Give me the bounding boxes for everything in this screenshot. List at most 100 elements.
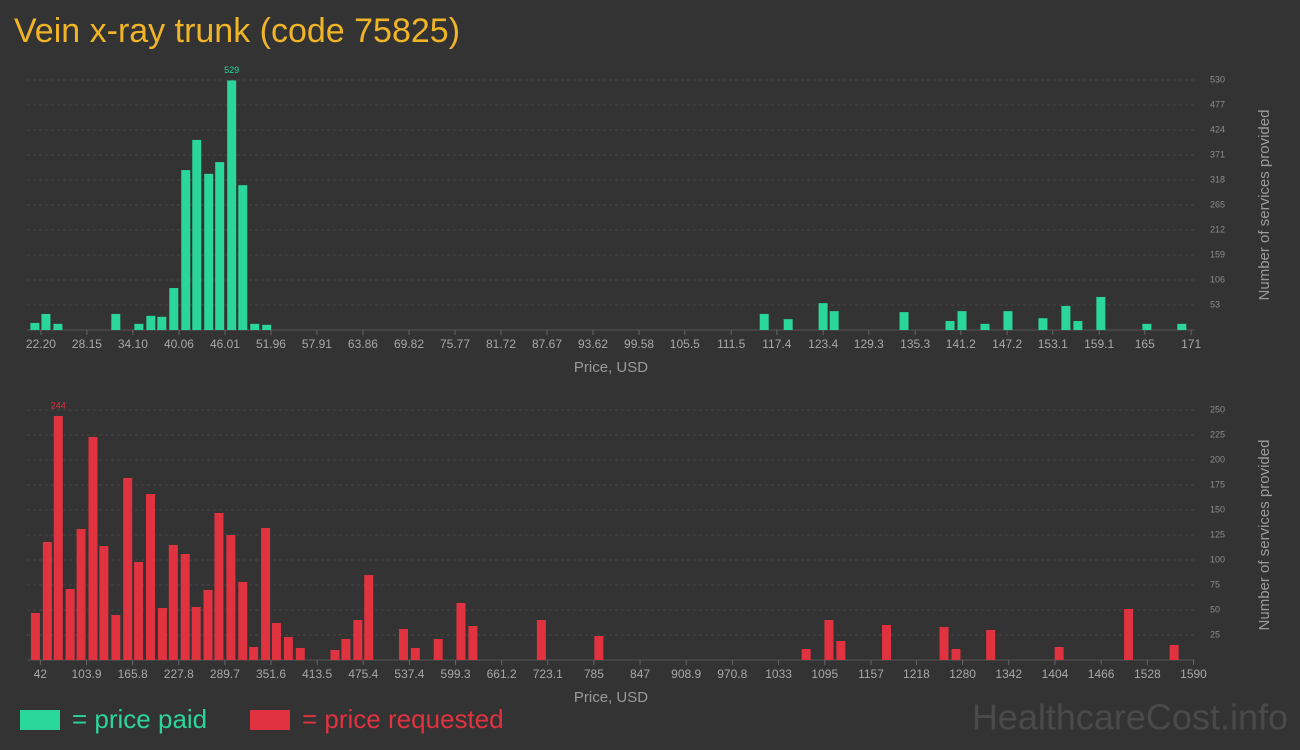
bar [41, 313, 51, 330]
peak-label: 244 [51, 400, 66, 410]
bar [227, 80, 237, 330]
x-tick-label: 1280 [949, 667, 976, 681]
bar [53, 323, 63, 330]
y-tick-label: 225 [1210, 429, 1225, 439]
y-tick-label: 477 [1210, 99, 1225, 109]
x-tick-label: 1590 [1180, 667, 1207, 681]
x-tick-label: 93.62 [578, 337, 608, 351]
bar [410, 648, 420, 660]
y-tick-label: 318 [1210, 174, 1225, 184]
bar [134, 562, 144, 660]
legend-swatch [20, 710, 60, 730]
x-tick-label: 970.8 [717, 667, 747, 681]
bar [180, 554, 190, 660]
bar [759, 313, 769, 330]
bar [1054, 647, 1064, 660]
bar [594, 636, 604, 660]
x-tick-label: 135.3 [900, 337, 930, 351]
y-tick-label: 100 [1210, 554, 1225, 564]
bar [168, 545, 178, 660]
y-tick-label: 371 [1210, 149, 1225, 159]
x-tick-label: 87.67 [532, 337, 562, 351]
x-tick-label: 413.5 [302, 667, 332, 681]
y-tick-label: 200 [1210, 454, 1225, 464]
bar [330, 650, 340, 660]
bar [536, 620, 546, 660]
y-tick-label: 175 [1210, 479, 1225, 489]
bar [1061, 305, 1071, 330]
bar [146, 315, 156, 330]
x-tick-label: 1095 [811, 667, 838, 681]
bar [215, 162, 225, 330]
y-tick-label: 250 [1210, 404, 1225, 414]
watermark: HealthcareCost.info [972, 697, 1288, 738]
bar [250, 323, 260, 330]
bar [398, 629, 408, 660]
bar [271, 623, 281, 660]
y-tick-label: 125 [1210, 529, 1225, 539]
x-tick-label: 165 [1135, 337, 1155, 351]
bar [42, 542, 52, 660]
x-tick-label: 22.20 [26, 337, 56, 351]
x-tick-label: 661.2 [487, 667, 517, 681]
bar [111, 615, 121, 660]
bar [203, 590, 213, 660]
legend-swatch [250, 710, 290, 730]
bar [1124, 609, 1134, 660]
bar [951, 649, 961, 660]
bar [818, 303, 828, 330]
bar [986, 630, 996, 660]
x-tick-label: 1342 [995, 667, 1022, 681]
bar [249, 647, 259, 660]
x-tick-label: 785 [584, 667, 604, 681]
bar [181, 170, 191, 330]
x-tick-label: 51.96 [256, 337, 286, 351]
bar [456, 603, 466, 660]
bar [192, 139, 202, 330]
x-tick-label: 599.3 [441, 667, 471, 681]
bar [214, 513, 224, 660]
bar [1169, 645, 1179, 660]
x-tick-label: 111.5 [717, 337, 746, 351]
bar [157, 608, 167, 660]
y-tick-label: 159 [1210, 249, 1225, 259]
x-tick-label: 75.77 [440, 337, 470, 351]
y-tick-label: 50 [1210, 604, 1220, 614]
bar [283, 637, 293, 660]
y-tick-label: 53 [1210, 299, 1220, 309]
bar [204, 173, 214, 330]
bar [157, 316, 167, 330]
bar [829, 311, 839, 330]
legend-label: = price paid [72, 704, 207, 734]
bar [468, 626, 478, 660]
x-tick-label: 69.82 [394, 337, 424, 351]
x-tick-label: 1033 [765, 667, 792, 681]
bar [191, 607, 201, 660]
bar [261, 528, 271, 660]
x-tick-label: 1404 [1042, 667, 1069, 681]
x-tick-label: 1218 [903, 667, 930, 681]
bar [99, 546, 109, 660]
bar [111, 313, 121, 330]
x-tick-label: 171 [1181, 337, 1201, 351]
bar [88, 437, 98, 660]
bar [341, 639, 351, 660]
y-axis-title: Number of services provided [1256, 440, 1273, 631]
x-tick-label: 351.6 [256, 667, 286, 681]
chart-title: Vein x-ray trunk (code 75825) [14, 12, 460, 50]
bar [238, 185, 248, 330]
y-tick-label: 424 [1210, 124, 1225, 134]
bar [783, 319, 793, 330]
x-tick-label: 42 [34, 667, 48, 681]
bar [1038, 318, 1048, 330]
x-tick-label: 537.4 [394, 667, 424, 681]
bar [30, 613, 40, 660]
bar [169, 288, 179, 330]
bar [1096, 296, 1106, 330]
y-tick-label: 212 [1210, 224, 1225, 234]
x-tick-label: 117.4 [762, 337, 791, 351]
bar [295, 648, 305, 660]
x-tick-label: 1466 [1088, 667, 1115, 681]
x-axis-title: Price, USD [574, 689, 648, 706]
x-tick-label: 103.9 [72, 667, 102, 681]
